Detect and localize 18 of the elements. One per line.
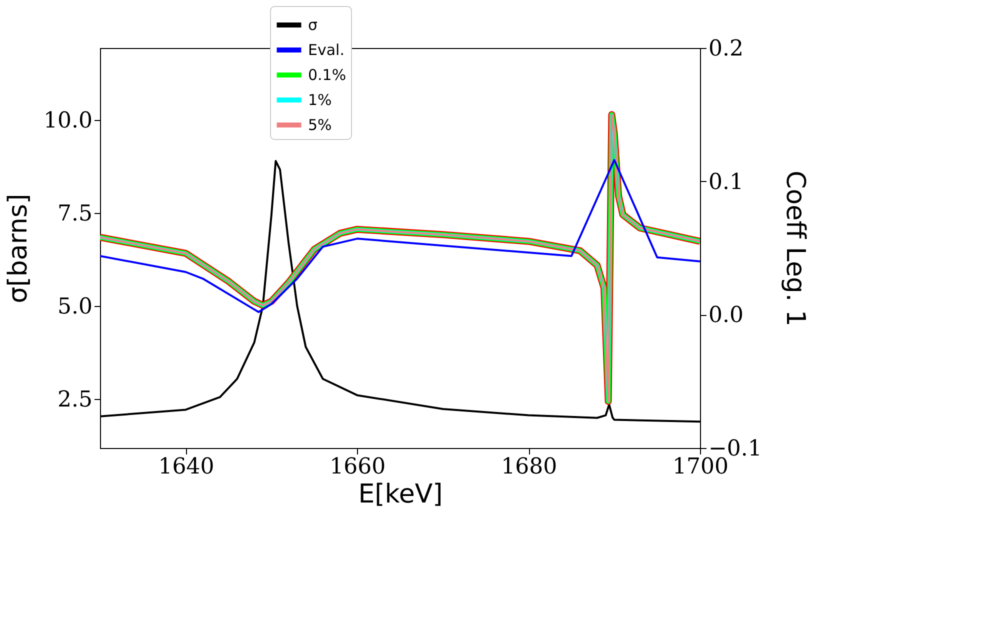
x-tick-label: 1680 [501, 454, 558, 480]
y-tick-label: 2.5 [58, 387, 92, 412]
y2-tick-label: 0.1 [708, 170, 744, 195]
y2-axis-title: Coeff Leg. 1 [780, 170, 810, 326]
legend-label: 1% [308, 91, 332, 109]
legend-label: 0.1% [308, 66, 346, 84]
y2-tick-label: 0.0 [708, 303, 744, 328]
x-tick-label: 1660 [330, 454, 386, 480]
x-tick-label: 1640 [158, 454, 214, 480]
y-tick-label: 7.5 [58, 202, 92, 227]
y-tick-label: 10.0 [44, 108, 92, 134]
y2-tick-label: 0.2 [708, 36, 744, 62]
x-axis-title: E[keV] [358, 480, 443, 510]
legend-label: Eval. [308, 41, 344, 59]
y-axis-title: σ[barns] [4, 194, 34, 304]
legend-label: 5% [308, 116, 332, 134]
legend-label: σ [308, 16, 318, 34]
y-tick-label: 5.0 [58, 294, 92, 320]
